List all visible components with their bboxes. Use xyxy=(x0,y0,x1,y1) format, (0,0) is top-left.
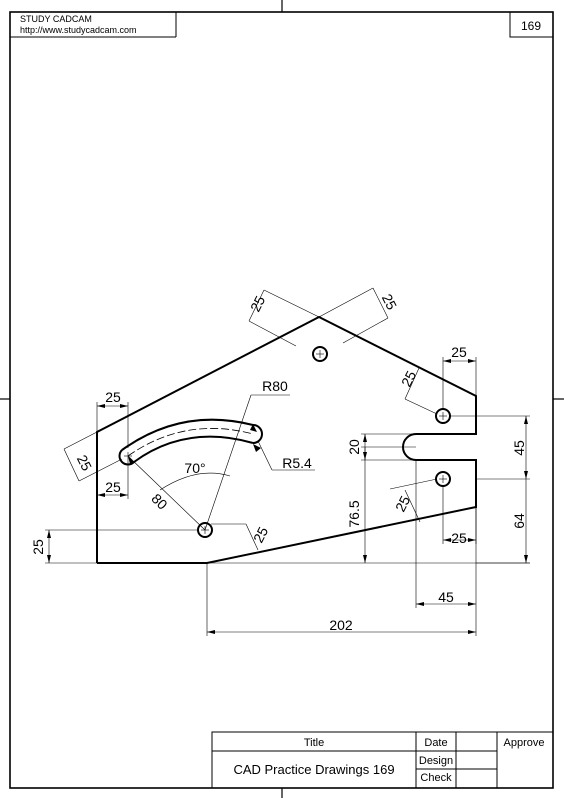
dim-25-left-slanted: 25 xyxy=(74,452,95,473)
brand-text: STUDY CADCAM xyxy=(20,14,92,24)
dim-25-right-top: 25 xyxy=(451,344,467,360)
hole-top xyxy=(312,346,328,362)
check-label: Check xyxy=(420,772,452,784)
url-text: http://www.studycadcam.com xyxy=(20,25,137,35)
dim-64: 64 xyxy=(511,513,527,529)
dim-25-far-left: 25 xyxy=(30,539,46,555)
dim-25-right-slanted: 25 xyxy=(398,368,419,389)
dim-76-5: 76.5 xyxy=(346,500,362,527)
dim-25-lower-right: 25 xyxy=(451,530,467,546)
dim-45-bottom: 45 xyxy=(438,589,454,605)
dim-25-lower-slanted: 25 xyxy=(392,493,413,514)
dim-25-left-top: 25 xyxy=(105,389,121,405)
dim-20: 20 xyxy=(346,439,362,455)
title-value: CAD Practice Drawings 169 xyxy=(233,762,394,777)
date-label: Date xyxy=(424,737,447,749)
part-outline xyxy=(96,315,477,564)
dim-r5-4: R5.4 xyxy=(282,455,312,471)
dim-25-left-bottom: 25 xyxy=(105,479,121,495)
arrowheads xyxy=(47,359,528,634)
header-block xyxy=(10,11,554,38)
dim-25-top-left: 25 xyxy=(247,293,268,314)
sheet-number: 169 xyxy=(521,19,541,33)
arc-slot xyxy=(118,418,263,466)
title-block xyxy=(211,731,554,789)
design-label: Design xyxy=(419,755,453,767)
dim-25-top-right: 25 xyxy=(379,291,400,312)
dim-r80: R80 xyxy=(262,378,288,394)
dimension-texts: 25 25 25 25 45 20 25 25 25 25 25 R80 R5.… xyxy=(30,291,527,633)
title-label: Title xyxy=(304,737,324,749)
dim-25-hole-slanted: 25 xyxy=(250,524,271,545)
dim-45-right: 45 xyxy=(511,440,527,456)
approve-label: Approve xyxy=(504,737,545,749)
dim-angle-70: 70° xyxy=(184,460,205,476)
dim-202: 202 xyxy=(329,617,353,633)
